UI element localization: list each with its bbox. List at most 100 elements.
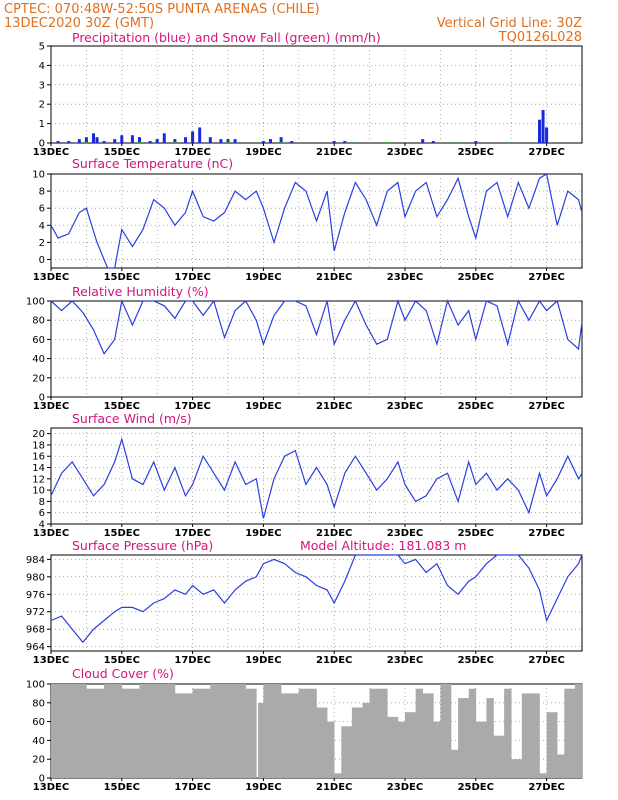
precip-bar [198, 127, 202, 143]
pressure-frame [50, 554, 583, 652]
precip-bar [290, 141, 294, 143]
panel-pressure: 964 968 972 976 980 984 Surface Pressure (hPa)… [26, 538, 583, 666]
precip-bar [226, 139, 230, 143]
precip-bar [77, 139, 81, 143]
pressure-ytick: 984 [26, 555, 45, 566]
cloud-area-step [433, 721, 441, 778]
temperature-ytick: 0 [39, 255, 45, 266]
humidity-frame [50, 300, 583, 398]
wind-xtick: 25DEC [458, 528, 494, 539]
cloud-area-step [458, 698, 470, 778]
precip-bar [509, 142, 513, 144]
precip-bar [233, 139, 237, 143]
cloud-xtick: 17DEC [174, 782, 210, 793]
wind-frame [50, 427, 583, 525]
precip-bar [538, 119, 542, 143]
precip-bar [84, 137, 88, 143]
wind-xtick: 15DEC [104, 528, 140, 539]
precip-bar [268, 139, 272, 143]
temperature-ytick: 2 [39, 238, 45, 249]
model-id: TQ0126L028 [498, 30, 582, 45]
cloud-area-step [192, 688, 211, 778]
pressure-xtick: 19DEC [245, 655, 281, 666]
precip-bar [456, 142, 460, 144]
cloud-area-step [341, 726, 353, 778]
precip-bar [173, 139, 177, 143]
cloud-ytick: 100 [26, 680, 45, 691]
cloud-xtick: 23DEC [387, 782, 423, 793]
precip-xtick: 25DEC [458, 147, 494, 158]
temperature-xtick: 19DEC [245, 272, 281, 283]
precip-frame [50, 45, 583, 144]
humidity-title: Relative Humidity (%) [72, 284, 209, 299]
precip-bar [474, 141, 478, 143]
wind-ytick: 6 [39, 508, 45, 519]
pressure-xtick: 17DEC [174, 655, 210, 666]
wind-ytick: 8 [39, 497, 45, 508]
pressure-xtick: 25DEC [458, 655, 494, 666]
pressure-xtick: 27DEC [528, 655, 564, 666]
precip-bar [56, 141, 60, 143]
cloud-area-step [564, 688, 576, 778]
precip-ytick: 1 [39, 119, 45, 130]
pressure-xtick: 13DEC [33, 655, 69, 666]
cloud-area-step [174, 693, 193, 778]
precip-bar [91, 133, 95, 143]
precip-bar [219, 139, 223, 143]
precip-xtick: 21DEC [316, 147, 352, 158]
cloud-area-step [104, 684, 123, 778]
wind-ytick: 4 [39, 520, 45, 531]
cloud-xtick: 27DEC [528, 782, 564, 793]
wind-xtick: 27DEC [528, 528, 564, 539]
wind-ytick: 16 [32, 452, 45, 463]
cloud-area-step [316, 707, 328, 778]
pressure-ytick: 980 [26, 572, 45, 583]
cloud-xtick: 13DEC [33, 782, 69, 793]
cloud-xtick: 25DEC [458, 782, 494, 793]
cloud-area-step [493, 735, 505, 778]
precip-ytick: 2 [39, 100, 45, 111]
precip-bar [148, 141, 152, 143]
precip-bar [541, 110, 545, 143]
humidity-xtick: 15DEC [104, 401, 140, 412]
humidity-ytick: 60 [32, 335, 45, 346]
precip-xtick: 15DEC [104, 147, 140, 158]
wind-xtick: 19DEC [245, 528, 281, 539]
precip-xtick: 17DEC [174, 147, 210, 158]
humidity-xtick: 21DEC [316, 401, 352, 412]
cloud-area-step [539, 773, 547, 778]
precip-bar [67, 141, 71, 143]
humidity-ytick: 80 [32, 316, 45, 327]
cloud-area-step [415, 688, 423, 778]
pressure-title: Surface Pressure (hPa) [72, 538, 213, 553]
humidity-ytick: 40 [32, 354, 45, 365]
precip-bar [130, 135, 134, 143]
precip-bar [162, 133, 166, 143]
precip-bar [421, 139, 425, 143]
precip-bar [155, 139, 159, 143]
cloud-area-step [486, 698, 494, 778]
precip-ytick: 0 [39, 139, 45, 150]
precip-bar [138, 142, 141, 144]
temperature-ytick: 10 [32, 170, 45, 181]
cloud-area-step [51, 684, 69, 778]
temperature-series-line [50, 173, 583, 269]
temperature-title: Surface Temperature (nC) [72, 156, 233, 171]
precip-bar [95, 137, 99, 143]
temperature-xtick: 27DEC [528, 272, 564, 283]
cloud-ytick: 80 [32, 698, 45, 709]
humidity-ytick: 20 [32, 373, 45, 384]
wind-xtick: 23DEC [387, 528, 423, 539]
cloud-area-step [511, 759, 523, 778]
humidity-xtick: 19DEC [245, 401, 281, 412]
precip-title: Precipitation (blue) and Snow Fall (gree… [72, 30, 381, 45]
temperature-xtick: 17DEC [174, 272, 210, 283]
pressure-series-line [50, 554, 583, 644]
cloud-title: Cloud Cover (%) [72, 666, 174, 681]
wind-title: Surface Wind (m/s) [72, 411, 192, 426]
cloud-area-step [557, 754, 565, 778]
pressure-xtick: 23DEC [387, 655, 423, 666]
wind-series-line [50, 437, 583, 519]
humidity-xtick: 13DEC [33, 401, 69, 412]
